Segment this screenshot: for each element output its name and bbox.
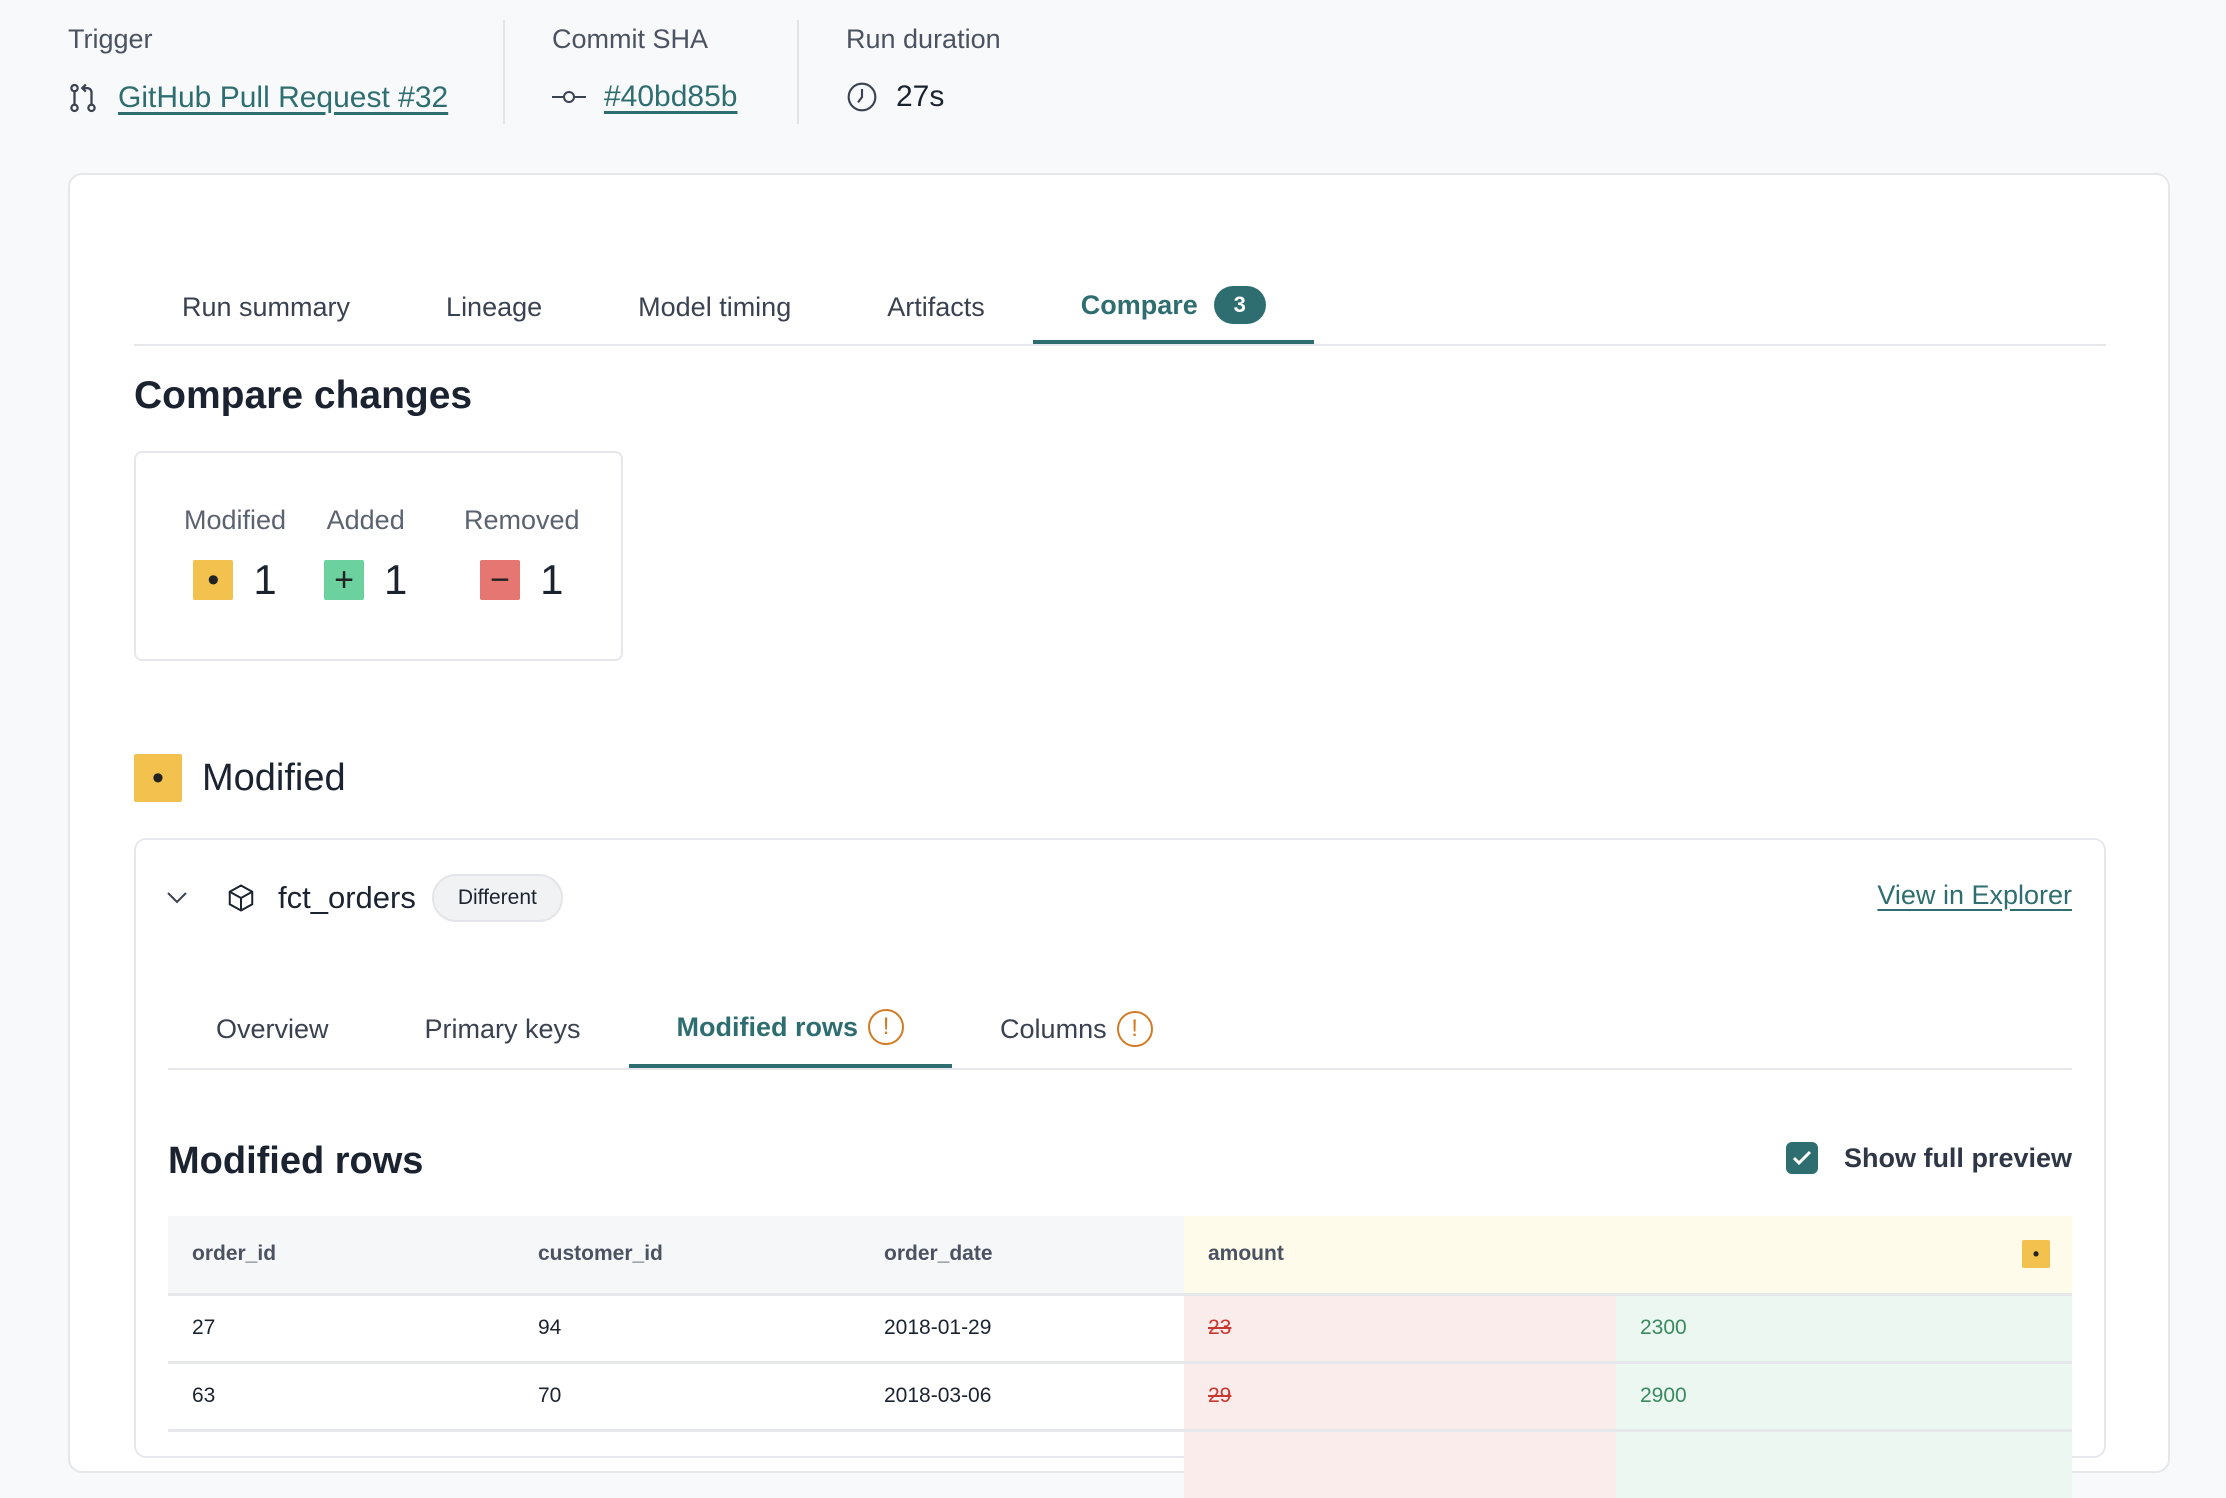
- subtab-overview[interactable]: Overview: [168, 990, 377, 1068]
- table-row: 27 94 2018-01-29 23 2300: [168, 1292, 2072, 1362]
- tab-lineage[interactable]: Lineage: [398, 270, 590, 344]
- compare-count-badge: 3: [1213, 286, 1266, 324]
- column-header-amount: amount •: [1184, 1216, 2072, 1294]
- table-row-partial: [168, 1428, 2072, 1498]
- tab-compare[interactable]: Compare 3: [1032, 270, 1314, 344]
- stat-count: 1: [253, 556, 277, 603]
- tab-run-summary[interactable]: Run summary: [134, 270, 398, 344]
- cell: 94: [514, 1292, 860, 1362]
- plus-icon: +: [324, 560, 364, 600]
- stat-label: Modified: [184, 505, 287, 535]
- cell: 2018-03-06: [860, 1360, 1184, 1430]
- divider: [503, 20, 505, 124]
- status-badge: Different: [431, 874, 563, 922]
- table-header: order_id customer_id order_date amount •: [168, 1216, 2072, 1294]
- commit-label: Commit SHA: [552, 24, 709, 54]
- modified-dot-icon: •: [134, 754, 182, 802]
- duration-label: Run duration: [846, 24, 1001, 54]
- table-row: 63 70 2018-03-06 29 2900: [168, 1360, 2072, 1430]
- cell: 2018-01-29: [860, 1292, 1184, 1362]
- trigger-label: Trigger: [68, 24, 153, 54]
- cell-old-value: 23: [1184, 1292, 1616, 1362]
- tab-label: Artifacts: [887, 291, 985, 322]
- tab-model-timing[interactable]: Model timing: [590, 270, 839, 344]
- column-header-label: amount: [1208, 1242, 1284, 1266]
- minus-icon: −: [480, 560, 521, 600]
- checkbox-label: Show full preview: [1843, 1142, 2072, 1173]
- cell-new-value: 2300: [1616, 1292, 2072, 1362]
- subtab-label: Overview: [216, 1013, 329, 1044]
- subtab-label: Primary keys: [424, 1013, 581, 1044]
- modified-dot-icon: •: [193, 560, 234, 600]
- model-name: fct_orders: [278, 880, 416, 915]
- warning-icon: !: [868, 1009, 905, 1045]
- subtab-modified-rows[interactable]: Modified rows!: [628, 990, 953, 1068]
- modified-rows-title: Modified rows: [168, 1140, 424, 1182]
- clock-icon: [847, 82, 877, 112]
- commit-value: #40bd85b: [552, 80, 737, 114]
- tab-label: Compare: [1080, 289, 1198, 320]
- cell: 70: [514, 1360, 860, 1430]
- commit-link[interactable]: #40bd85b: [604, 80, 738, 113]
- cell: 27: [168, 1292, 514, 1362]
- column-header: order_id: [168, 1216, 514, 1294]
- model-subtabs: Overview Primary keys Modified rows! Col…: [168, 990, 2072, 1070]
- trigger-value: GitHub Pull Request #32: [66, 80, 448, 116]
- cube-icon: [228, 884, 254, 912]
- stat-modified: Modified • 1: [184, 505, 286, 604]
- stat-count: 1: [540, 556, 564, 603]
- section-title: Modified: [202, 756, 346, 799]
- tab-artifacts[interactable]: Artifacts: [839, 270, 1033, 344]
- modified-section-header: • Modified: [134, 754, 346, 802]
- column-header: order_date: [860, 1216, 1184, 1294]
- stat-count: 1: [384, 556, 408, 603]
- divider: [797, 20, 799, 124]
- subtab-columns[interactable]: Columns!: [952, 990, 1201, 1068]
- stat-label: Added: [326, 505, 405, 535]
- column-header: customer_id: [514, 1216, 860, 1294]
- tab-label: Model timing: [638, 291, 792, 322]
- stat-label: Removed: [464, 505, 580, 535]
- modified-dot-icon: •: [2022, 1240, 2050, 1269]
- modified-rows-table: order_id customer_id order_date amount • …: [168, 1216, 2072, 1498]
- checkbox-checked-icon[interactable]: [1785, 1142, 1818, 1174]
- cell: 63: [168, 1360, 514, 1430]
- main-tabs: Run summary Lineage Model timing Artifac…: [134, 270, 2106, 346]
- tab-label: Lineage: [446, 291, 543, 322]
- model-header: fct_orders Different: [166, 874, 563, 922]
- cell-new-value: 2900: [1616, 1360, 2072, 1430]
- stat-removed: Removed −1: [464, 505, 580, 604]
- subtab-primary-keys[interactable]: Primary keys: [377, 990, 629, 1068]
- duration-text: 27s: [896, 80, 945, 113]
- stat-added: Added +1: [324, 505, 407, 604]
- subtab-label: Modified rows: [676, 1011, 859, 1042]
- show-full-preview-checkbox[interactable]: Show full preview: [1785, 1142, 2072, 1174]
- summary-box: Modified • 1 Added +1 Removed −1: [134, 451, 623, 661]
- git-commit-icon: [552, 91, 586, 103]
- cell-old-value: 29: [1184, 1360, 1616, 1430]
- duration-value: 27s: [846, 80, 944, 114]
- subtab-label: Columns: [1000, 1013, 1107, 1044]
- trigger-link[interactable]: GitHub Pull Request #32: [118, 81, 449, 114]
- tab-label: Run summary: [182, 291, 351, 322]
- page-title: Compare changes: [134, 374, 473, 417]
- view-in-explorer-link[interactable]: View in Explorer: [1877, 880, 2072, 910]
- warning-icon: !: [1116, 1011, 1153, 1047]
- chevron-down-icon[interactable]: [166, 891, 188, 905]
- git-pull-request-icon: [70, 83, 96, 113]
